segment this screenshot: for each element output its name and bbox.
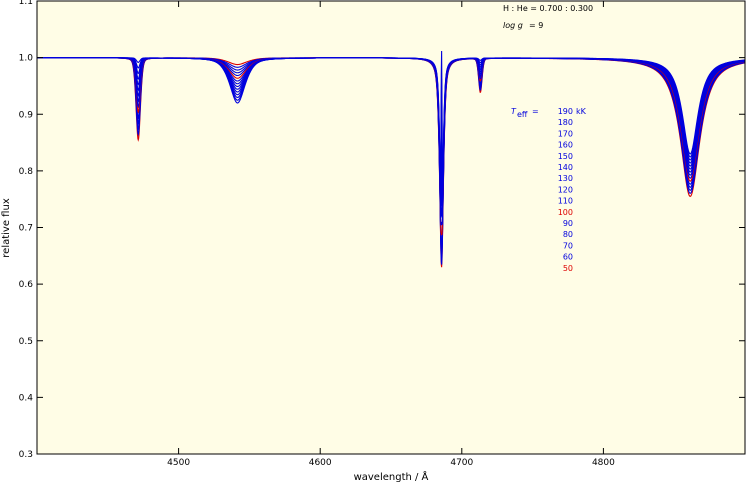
legend-entry: 130: [558, 174, 573, 183]
y-tick-label: 0.3: [19, 450, 33, 460]
y-axis-title: relative flux: [1, 198, 12, 258]
composition-annotation: H : He = 0.700 : 0.300: [503, 4, 593, 13]
x-tick-label: 4500: [167, 458, 190, 468]
legend-entry: 90: [563, 219, 573, 228]
legend-entry: 170: [558, 129, 573, 138]
legend-entry: 110: [558, 197, 573, 206]
ticks-group: 4500 4600 4700 4800 0.3 0.4 0.5 0.6 0.7 0.8 0.9 1.0…: [19, 0, 745, 468]
y-tick-label: 1.0: [19, 54, 34, 64]
legend-entry: 150: [558, 152, 573, 161]
y-tick-label: 0.5: [19, 337, 33, 347]
legend-entry: 180: [558, 118, 573, 127]
y-tick-label: 0.8: [19, 167, 34, 177]
legend-entry: 140: [558, 163, 573, 172]
legend-entry: 80: [563, 230, 573, 239]
legend-entry: 50: [563, 264, 573, 273]
legend-unit: kK: [576, 107, 587, 116]
legend-entry: 60: [563, 253, 573, 262]
x-tick-label: 4700: [450, 458, 473, 468]
plot-frame: [36, 0, 746, 455]
legend-entry: 70: [563, 241, 573, 250]
legend-symbol: T: [511, 107, 517, 116]
series-group: [37, 51, 746, 268]
x-axis-title: wavelength / Å: [354, 470, 429, 483]
y-tick-label: 1.1: [19, 0, 33, 7]
legend-entry: 120: [558, 185, 573, 194]
legend-symbol-sub: eff: [517, 110, 528, 119]
plot-area: [36, 0, 746, 455]
legend-entry: 190: [558, 107, 573, 116]
legend-entry: 100: [558, 208, 573, 217]
logg-annotation-label: log g: [503, 21, 523, 30]
y-tick-label: 0.9: [19, 110, 34, 120]
legend: T eff = kK 190 180 170 160 150 140 130 120 110 10…: [511, 107, 587, 273]
y-tick-label: 0.7: [19, 224, 33, 234]
logg-annotation-value: = 9: [529, 21, 543, 30]
y-tick-label: 0.4: [19, 393, 34, 403]
legend-entry: 160: [558, 141, 573, 150]
x-tick-label: 4600: [309, 458, 332, 468]
legend-equals: =: [532, 107, 539, 116]
series-line-190: [37, 51, 746, 179]
x-tick-label: 4800: [592, 458, 615, 468]
y-tick-label: 0.6: [19, 280, 34, 290]
